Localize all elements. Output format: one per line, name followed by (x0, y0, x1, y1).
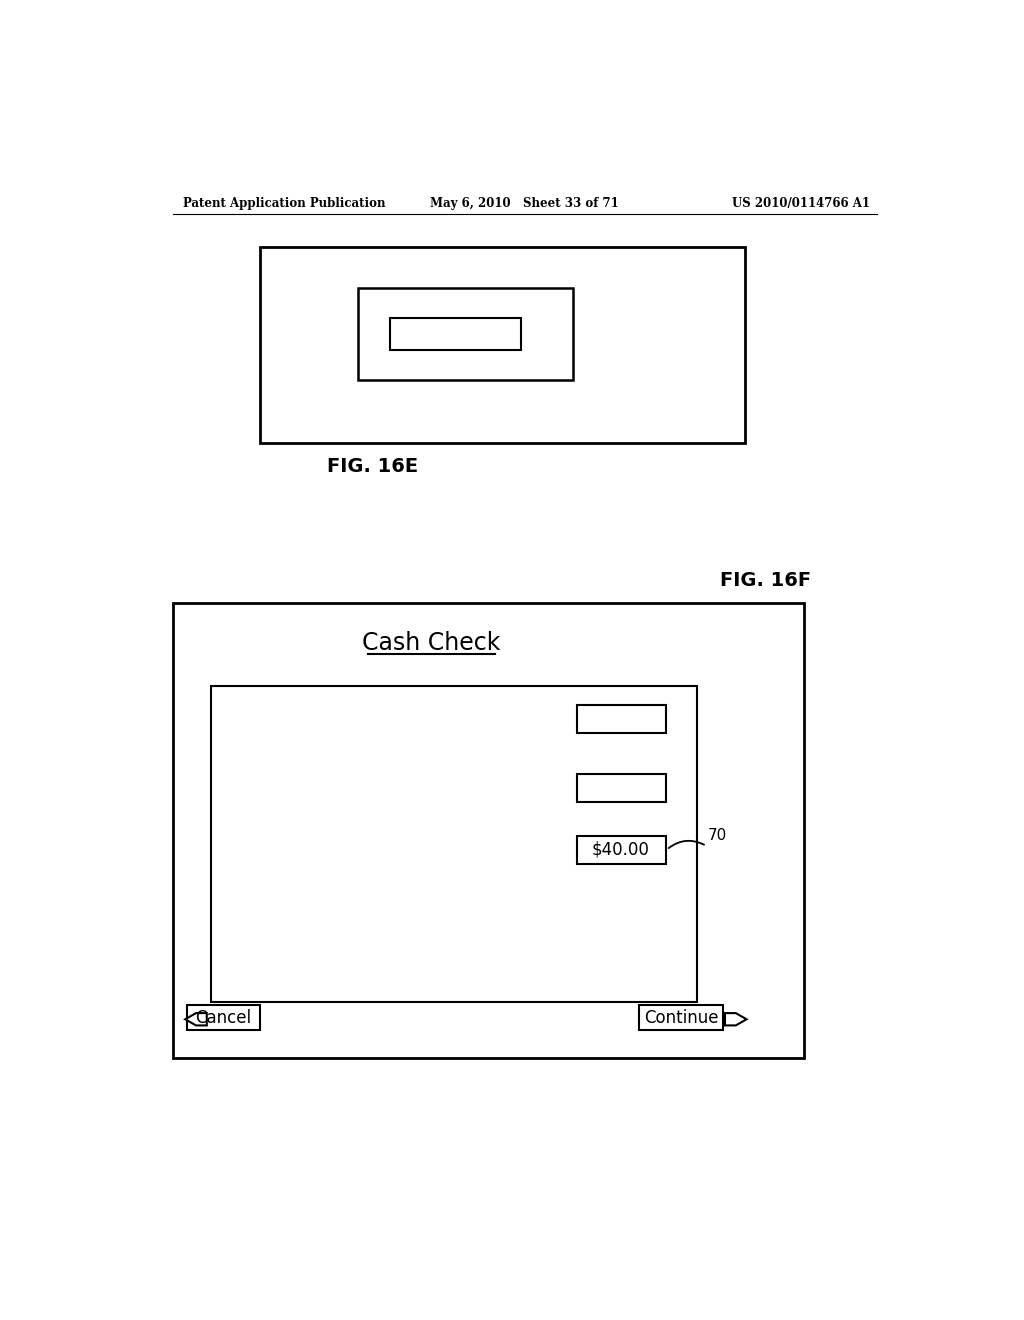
Bar (578, 775, 666, 803)
Text: $40.00: $40.00 (592, 841, 650, 859)
Bar (578, 705, 666, 733)
Text: Cancel: Cancel (195, 1008, 251, 1027)
Bar (390, 318, 521, 350)
Text: FIG. 16F: FIG. 16F (720, 570, 811, 590)
Bar (186, 1006, 260, 1030)
Bar (211, 686, 696, 1002)
Text: 70: 70 (708, 829, 727, 843)
Bar (173, 603, 804, 1057)
Text: May 6, 2010   Sheet 33 of 71: May 6, 2010 Sheet 33 of 71 (430, 197, 620, 210)
Bar (639, 1006, 724, 1030)
Polygon shape (185, 1014, 207, 1026)
Bar (578, 836, 666, 863)
Text: Patent Application Publication: Patent Application Publication (183, 197, 385, 210)
Polygon shape (725, 1014, 746, 1026)
Bar (260, 247, 745, 444)
Text: Cash Check: Cash Check (361, 631, 500, 656)
Text: FIG. 16E: FIG. 16E (327, 457, 418, 477)
Bar (357, 288, 573, 380)
Text: Continue: Continue (644, 1008, 719, 1027)
FancyArrowPatch shape (669, 841, 705, 849)
Text: US 2010/0114766 A1: US 2010/0114766 A1 (732, 197, 869, 210)
